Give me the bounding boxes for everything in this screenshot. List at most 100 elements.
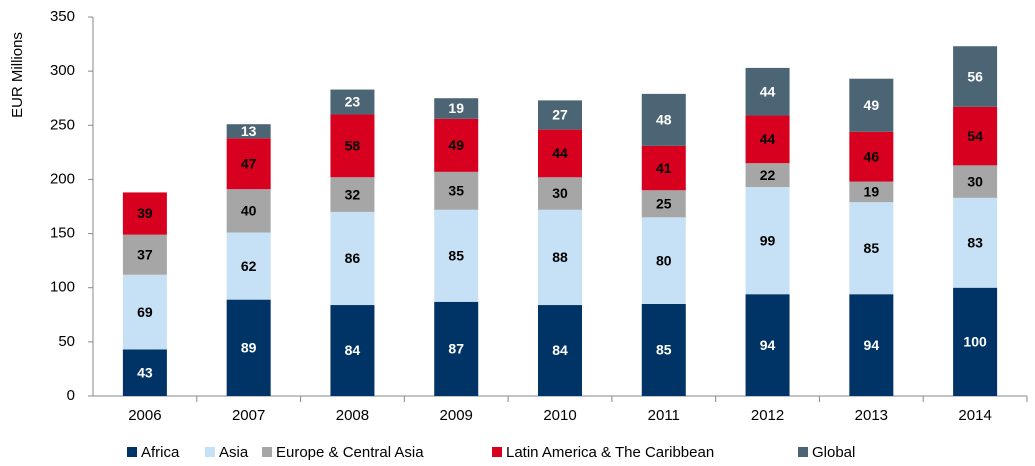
y-tick-label: 350 — [50, 8, 75, 25]
legend-swatch — [262, 447, 272, 457]
data-label: 19 — [448, 100, 464, 116]
data-label: 13 — [241, 123, 257, 139]
data-label: 46 — [864, 148, 880, 164]
data-label: 44 — [760, 131, 776, 147]
bar-segment — [745, 163, 790, 188]
data-label: 25 — [656, 195, 672, 211]
data-label: 49 — [448, 137, 464, 153]
bar-segment — [953, 165, 998, 198]
data-label: 84 — [345, 342, 361, 358]
bar-segment — [849, 202, 894, 295]
bar-segment — [122, 234, 167, 275]
bar-segment — [953, 287, 998, 396]
data-label: 44 — [552, 145, 568, 161]
data-label: 85 — [656, 342, 672, 358]
bar-segment — [538, 100, 582, 130]
data-label: 87 — [448, 341, 464, 357]
data-label: 37 — [137, 246, 153, 262]
data-label: 19 — [864, 184, 880, 200]
x-tick-label: 2011 — [648, 407, 680, 424]
data-label: 41 — [656, 160, 672, 176]
y-axis-title: EUR Millions — [9, 32, 26, 118]
bar-segment — [849, 131, 894, 182]
bar-segment — [641, 190, 686, 218]
legend-label: Global — [812, 444, 855, 461]
data-label: 84 — [552, 342, 568, 358]
data-label: 23 — [345, 94, 361, 110]
data-label: 69 — [137, 304, 153, 320]
data-label: 80 — [656, 252, 672, 268]
bar-segment — [641, 145, 686, 191]
data-label: 56 — [967, 68, 983, 84]
y-tick-label: 250 — [50, 116, 75, 133]
data-label: 44 — [760, 83, 776, 99]
y-tick-label: 300 — [50, 62, 75, 79]
bar-segment — [226, 189, 271, 233]
data-label: 43 — [137, 364, 153, 380]
data-label: 94 — [760, 337, 776, 353]
legend-label: Latin America & The Caribbean — [506, 444, 714, 461]
x-tick-label: 2013 — [855, 407, 888, 424]
bar-segment — [226, 299, 271, 396]
data-label: 48 — [656, 112, 672, 128]
bar-segment — [330, 177, 375, 212]
data-label: 35 — [448, 183, 464, 199]
x-tick-label: 2010 — [543, 407, 576, 424]
bar-segment — [122, 192, 167, 235]
data-label: 85 — [864, 240, 880, 256]
bar-segment — [330, 211, 375, 306]
x-tick-label: 2012 — [751, 407, 784, 424]
legend-label: Asia — [219, 444, 249, 461]
data-label: 30 — [552, 185, 568, 201]
bar-segment — [953, 106, 998, 166]
x-tick-label: 2009 — [440, 407, 473, 424]
legend-label: Europe & Central Asia — [276, 444, 424, 461]
legend-swatch — [492, 447, 502, 457]
data-label: 30 — [967, 173, 983, 189]
x-tick-label: 2014 — [958, 407, 991, 424]
y-tick-label: 100 — [50, 279, 75, 296]
y-tick-label: 50 — [58, 333, 75, 350]
y-tick-label: 200 — [50, 170, 75, 187]
data-label: 100 — [963, 334, 987, 350]
bar-segment — [953, 46, 998, 107]
y-tick-label: 150 — [50, 225, 75, 242]
bar-segment — [641, 303, 686, 396]
data-label: 83 — [967, 234, 983, 250]
bar-segment — [434, 118, 479, 172]
bar-segment — [434, 98, 479, 119]
data-label: 94 — [864, 337, 880, 353]
x-tick-label: 2006 — [128, 407, 161, 424]
data-label: 88 — [552, 249, 568, 265]
data-label: 47 — [241, 155, 257, 171]
bar-segment — [538, 129, 582, 178]
bar-segment — [849, 294, 894, 396]
legend-swatch — [798, 447, 808, 457]
bar-segment — [745, 115, 790, 164]
data-label: 32 — [345, 186, 361, 202]
data-label: 89 — [241, 340, 257, 356]
bar-segment — [953, 197, 998, 288]
bar-segment — [330, 305, 375, 396]
x-tick-label: 2008 — [336, 407, 369, 424]
data-label: 85 — [448, 247, 464, 263]
bar-segment — [538, 177, 582, 210]
bar-segment — [538, 305, 582, 396]
data-label: 40 — [241, 203, 257, 219]
bar-segment — [122, 349, 167, 396]
bar-segment — [849, 78, 894, 132]
bar-segment — [330, 89, 375, 115]
data-label: 58 — [345, 138, 361, 154]
data-label: 49 — [864, 97, 880, 113]
bar-segment — [434, 171, 479, 210]
legend-label: Africa — [141, 444, 180, 461]
bar-segment — [434, 301, 479, 396]
bar-segment — [641, 93, 686, 146]
bar-segment — [122, 274, 167, 350]
bar-segment — [226, 138, 271, 190]
bar-segment — [226, 232, 271, 300]
bar-segment — [538, 209, 582, 306]
data-label: 27 — [552, 107, 568, 123]
legend-swatch — [205, 447, 215, 457]
